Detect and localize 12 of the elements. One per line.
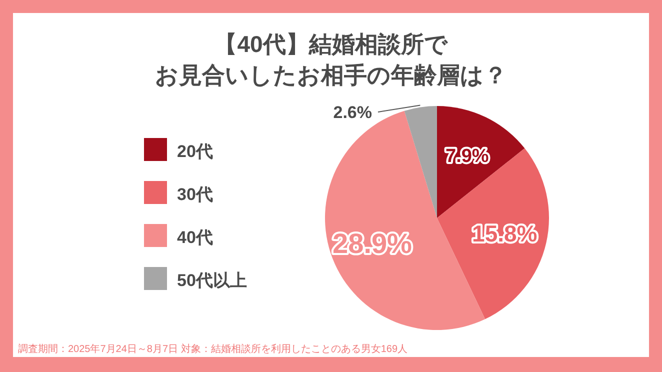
legend-label: 50代以上 [177, 271, 247, 290]
data-label: 2.6% [333, 103, 372, 122]
data-label: 15.8% [472, 220, 538, 247]
text: 調査期間：2025年7月24日～8月7日 対象：結婚相談所を利用したことのある男女169人 [18, 343, 408, 355]
legend-label: 30代 [177, 185, 213, 204]
data-label: 28.9% [332, 228, 412, 259]
legend-label: 40代 [177, 228, 213, 247]
data-label: 7.9% [446, 146, 489, 168]
chart-title: 【40代】結婚相談所でお見合いしたお相手の年齢層は？ [155, 31, 507, 88]
pie-slice [437, 148, 549, 320]
pie-slice [404, 106, 437, 218]
legend-label: 20代 [177, 142, 213, 161]
